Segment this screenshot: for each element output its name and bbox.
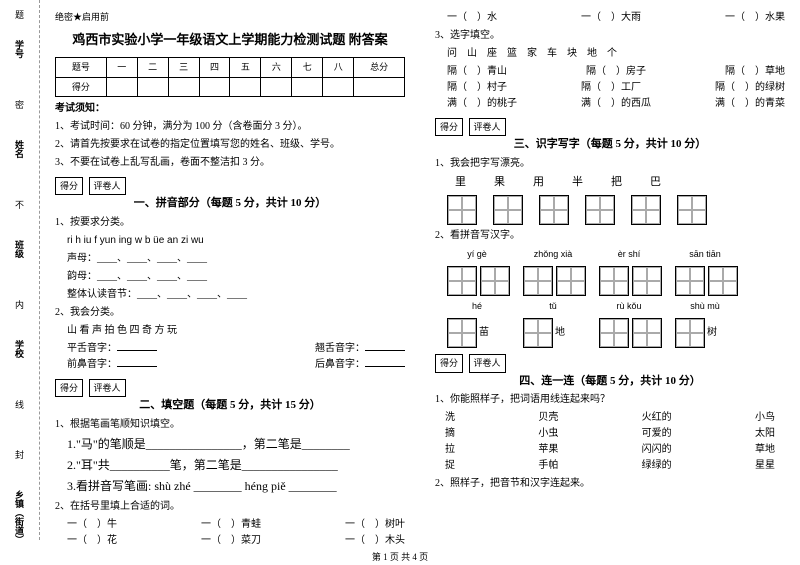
fill-cell: 一（ ）青蛙	[201, 517, 261, 533]
grader-box: 评卷人	[469, 354, 506, 372]
sub-label: 后鼻音字：	[315, 359, 365, 370]
q-text: 1、根据笔画笔顺知识填空。	[55, 417, 405, 433]
gutter-dot: 密	[13, 100, 26, 109]
fill-item: 1."马"的笔顺是________________，第二笔是________	[55, 435, 405, 454]
char-list: 山 看 声 拍 色 四 奇 方 玩	[55, 323, 405, 339]
fill-cell: 一（ ）牛	[67, 517, 117, 533]
q-text: 1、我会把字写漂亮。	[435, 156, 785, 172]
score-box: 得分	[55, 379, 83, 397]
notice-item: 1、考试时间：60 分钟，满分为 100 分（含卷面分 3 分）。	[55, 119, 405, 135]
exam-title: 鸡西市实验小学一年级语文上学期能力检测试题 附答案	[55, 30, 405, 51]
score-box: 得分	[435, 354, 463, 372]
fill-cell: 一（ ）水果	[725, 10, 785, 26]
gutter-dot: 内	[13, 300, 26, 309]
binding-gutter: 题 学号 密 姓名 不 班级 内 学校 线 封 乡镇（街道）	[0, 0, 40, 540]
score-table: 题号一二三四五六七八总分 得分	[55, 57, 405, 97]
grader-box: 评卷人	[89, 177, 126, 195]
left-column: 绝密★启用前 鸡西市实验小学一年级语文上学期能力检测试题 附答案 题号一二三四五…	[40, 0, 420, 540]
sub-label: 翘舌音字：	[315, 343, 365, 354]
fill-row: 韵母：____、____、____、____	[55, 269, 405, 285]
confidential-label: 绝密★启用前	[55, 10, 405, 24]
grader-box: 评卷人	[469, 118, 506, 136]
fill-item: 3.看拼音写笔画: shù zhé ________ héng piě ____…	[55, 477, 405, 496]
gutter-label: 乡镇（街道）	[13, 490, 26, 540]
score-box: 得分	[55, 177, 83, 195]
fill-row: 声母：____、____、____、____	[55, 251, 405, 267]
fill-cell: 一（ ）树叶	[345, 517, 405, 533]
q-text: 2、看拼音写汉字。	[435, 228, 785, 244]
notice-title: 考试须知：	[55, 101, 405, 117]
gutter-label: 班级	[13, 240, 26, 258]
score-box: 得分	[435, 118, 463, 136]
q-text: 2、在括号里填上合适的词。	[55, 499, 405, 515]
q-text: 2、照样子，把音节和汉字连起来。	[435, 476, 785, 492]
right-column: 一（ ）水 一（ ）大雨 一（ ）水果 3、选字填空。 问 山 座 篮 家 车 …	[420, 0, 800, 540]
gutter-label: 学号	[13, 40, 26, 58]
fill-cell: 一（ ）水	[447, 10, 497, 26]
q-text: 2、我会分类。	[55, 305, 405, 321]
pinyin-letters: ri h iu f yun ing w b üe an zi wu	[55, 233, 405, 249]
q-text: 1、你能照样子，把词语用线连起来吗？	[435, 392, 785, 408]
sub-label: 前鼻音字：	[67, 359, 117, 370]
notice-item: 3、不要在试卷上乱写乱画，卷面不整洁扣 3 分。	[55, 155, 405, 171]
section-1-title: 一、拼音部分（每题 5 分，共计 10 分）	[55, 195, 405, 213]
char-options: 问 山 座 篮 家 车 块 地 个	[435, 46, 785, 62]
q-text: 1、按要求分类。	[55, 215, 405, 231]
section-4-title: 四、连一连（每题 5 分，共计 10 分）	[435, 373, 785, 391]
page-footer: 第 1 页 共 4 页	[0, 550, 800, 563]
fill-cell: 一（ ）菜刀	[201, 533, 261, 549]
grader-box: 评卷人	[89, 379, 126, 397]
section-2-title: 二、填空题（每题 5 分，共计 15 分）	[55, 397, 405, 415]
gutter-label: 姓名	[13, 140, 26, 158]
fill-cell: 一（ ）花	[67, 533, 117, 549]
fill-cell: 一（ ）木头	[345, 533, 405, 549]
fill-row: 整体认读音节：____、____、____、____	[55, 287, 405, 303]
notice-item: 2、请首先按要求在试卷的指定位置填写您的姓名、班级、学号。	[55, 137, 405, 153]
section-3-title: 三、识字写字（每题 5 分，共计 10 分）	[435, 136, 785, 154]
fill-cell: 一（ ）大雨	[581, 10, 641, 26]
sub-label: 平舌音字：	[67, 343, 117, 354]
fill-item: 2."耳"共__________笔，第二笔是________________	[55, 456, 405, 475]
gutter-dot: 不	[13, 200, 26, 209]
q-text: 3、选字填空。	[435, 28, 785, 44]
gutter-dot: 线	[13, 400, 26, 409]
gutter-dot: 封	[13, 450, 26, 459]
gutter-dot: 题	[13, 10, 26, 19]
gutter-label: 学校	[13, 340, 26, 358]
